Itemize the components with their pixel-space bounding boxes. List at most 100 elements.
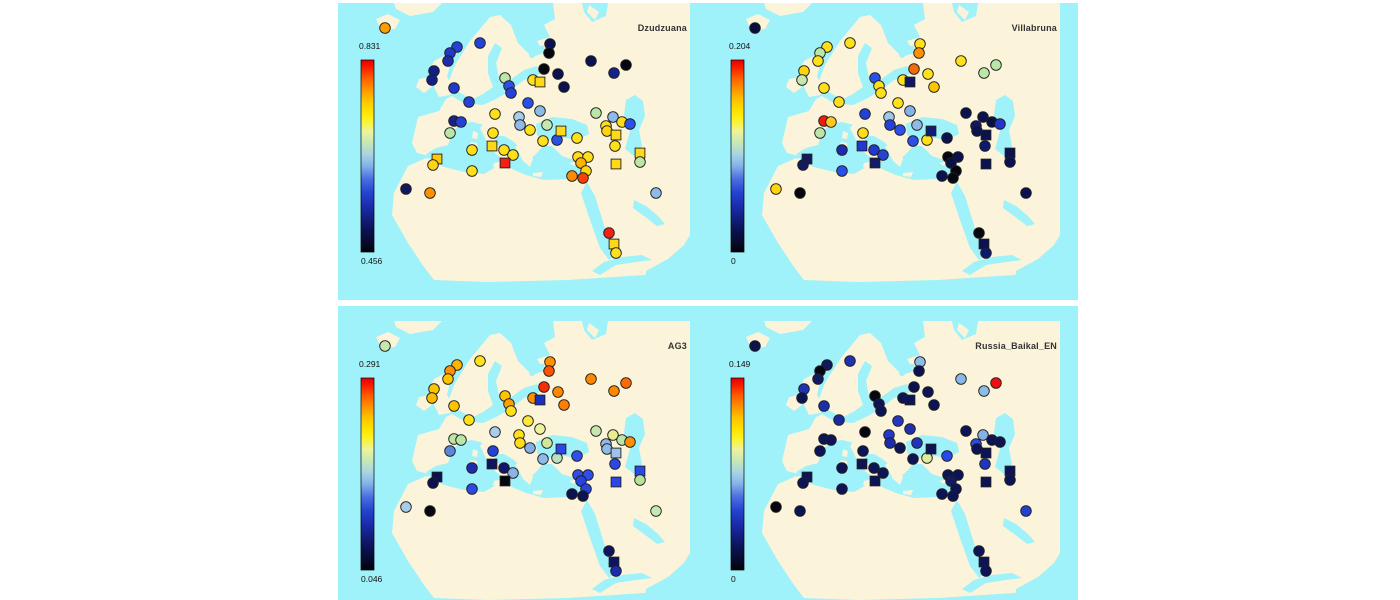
sample-marker — [487, 127, 499, 139]
sample-marker — [994, 436, 1006, 448]
sample-marker — [585, 373, 597, 385]
sample-marker — [990, 377, 1002, 389]
sample-marker — [489, 426, 501, 438]
sample-marker — [444, 445, 456, 457]
sample-marker — [1004, 474, 1016, 486]
marker-layer — [749, 22, 1032, 259]
colorbar-min-label: 0.456 — [361, 256, 383, 266]
sample-marker — [913, 47, 925, 59]
sample-marker — [524, 124, 536, 136]
colorbar-max-label: 0.204 — [729, 41, 751, 51]
sample-marker — [537, 453, 549, 465]
sample-marker — [856, 140, 868, 152]
marker-layer — [379, 22, 662, 259]
sample-marker — [603, 545, 615, 557]
map-europe — [360, 321, 690, 600]
sample-marker — [833, 414, 845, 426]
sample-marker — [936, 170, 948, 182]
sample-marker — [514, 119, 526, 131]
sample-marker — [980, 158, 992, 170]
map-europe — [730, 3, 1060, 299]
sample-marker — [980, 129, 992, 141]
sample-marker — [892, 97, 904, 109]
colorbar — [730, 377, 745, 571]
sample-marker — [558, 81, 570, 93]
sample-marker — [836, 165, 848, 177]
sample-marker — [609, 458, 621, 470]
sample-marker — [794, 187, 806, 199]
sample-marker — [486, 458, 498, 470]
panel-villabruna: Villabruna 0.204 0 — [708, 3, 1078, 300]
sample-marker — [947, 490, 959, 502]
sample-marker — [907, 135, 919, 147]
sample-marker — [980, 565, 992, 577]
sample-marker — [424, 505, 436, 517]
sample-marker — [844, 37, 856, 49]
sample-marker — [455, 116, 467, 128]
sample-marker — [960, 425, 972, 437]
sample-marker — [814, 127, 826, 139]
sample-marker — [498, 144, 510, 156]
sample-marker — [941, 132, 953, 144]
panel-dzudzuana: Dzudzuana 0.831 0.456 — [338, 3, 708, 300]
sample-marker — [608, 238, 620, 250]
sample-marker — [859, 426, 871, 438]
sample-marker — [833, 96, 845, 108]
sample-marker — [936, 488, 948, 500]
sample-marker — [534, 76, 546, 88]
sample-marker — [524, 442, 536, 454]
sample-marker — [379, 22, 391, 34]
sample-marker — [610, 158, 622, 170]
sample-marker — [980, 247, 992, 259]
sample-marker — [534, 105, 546, 117]
sample-marker — [908, 63, 920, 75]
sample-marker — [857, 127, 869, 139]
sample-marker — [884, 119, 896, 131]
sample-marker — [1020, 505, 1032, 517]
sample-marker — [836, 462, 848, 474]
sample-marker — [610, 447, 622, 459]
sample-marker — [941, 450, 953, 462]
sample-marker — [634, 474, 646, 486]
sample-marker — [928, 399, 940, 411]
sample-marker — [904, 105, 916, 117]
sample-marker — [978, 238, 990, 250]
sample-marker — [608, 385, 620, 397]
sample-marker — [555, 125, 567, 137]
sample-marker — [925, 443, 937, 455]
sample-marker — [856, 458, 868, 470]
sample-marker — [1020, 187, 1032, 199]
colorbar-min-label: 0 — [731, 256, 736, 266]
sample-marker — [978, 556, 990, 568]
sample-marker — [836, 483, 848, 495]
sample-marker — [911, 119, 923, 131]
sample-marker — [455, 434, 467, 446]
sample-marker — [448, 400, 460, 412]
sample-marker — [978, 67, 990, 79]
sample-marker — [977, 429, 989, 441]
sample-marker — [620, 377, 632, 389]
sample-marker — [980, 447, 992, 459]
sample-marker — [555, 443, 567, 455]
sample-marker — [922, 68, 934, 80]
sample-marker — [650, 505, 662, 517]
sample-marker — [884, 437, 896, 449]
sample-marker — [818, 82, 830, 94]
sample-marker — [818, 400, 830, 412]
sample-marker — [499, 157, 511, 169]
sample-marker — [877, 149, 889, 161]
sample-marker — [543, 47, 555, 59]
sample-marker — [650, 187, 662, 199]
sample-marker — [624, 436, 636, 448]
sample-marker — [907, 453, 919, 465]
sample-marker — [904, 394, 916, 406]
sample-marker — [466, 483, 478, 495]
sample-marker — [442, 373, 454, 385]
sample-marker — [955, 55, 967, 67]
sample-marker — [770, 501, 782, 513]
sample-marker — [499, 475, 511, 487]
sample-marker — [875, 405, 887, 417]
sample-marker — [825, 434, 837, 446]
panel-title: Villabruna — [1011, 23, 1057, 33]
sample-marker — [463, 414, 475, 426]
